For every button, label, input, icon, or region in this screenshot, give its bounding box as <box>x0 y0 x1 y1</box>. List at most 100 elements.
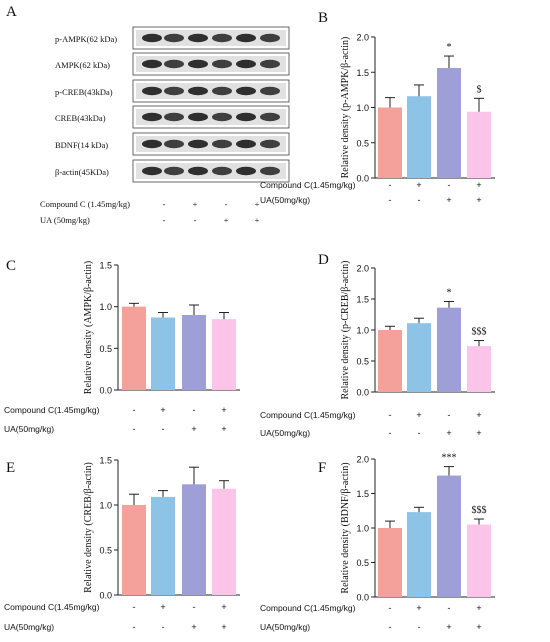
blot-band-row: BDNF(14 kDa) <box>55 132 290 156</box>
blot-band <box>188 166 208 176</box>
y-axis-label: Relative density (p-AMPK/β-actin) <box>340 37 351 179</box>
treatment-label: Compound C (1.45mg/kg) <box>40 199 130 209</box>
blot-band <box>142 59 162 69</box>
blot-panel: p-AMPK(62 kDa) AMPK(62 kDa) p-CREB(43kDa) C… <box>40 26 290 225</box>
treatment-sign: - <box>193 602 196 612</box>
blot-band-row: β-actin(45KDa) <box>55 159 290 183</box>
bar <box>437 68 461 178</box>
blot-band <box>236 139 256 149</box>
treatment-sign: + <box>191 622 196 632</box>
treatment-sign: - <box>133 405 136 415</box>
treatment-row-label: UA(50mg/kg) <box>4 622 54 632</box>
bar <box>407 96 431 178</box>
blot-band <box>164 139 184 149</box>
significance-label: $ <box>477 84 482 95</box>
blot-band <box>260 112 280 122</box>
blot-band <box>164 59 184 69</box>
y-tick-label: 0.0 <box>356 388 369 398</box>
panel-letter-b: B <box>318 10 328 26</box>
blot-treatment-row: Compound C (1.45mg/kg) - + - + <box>40 199 260 209</box>
blot-band <box>188 59 208 69</box>
treatment-sign: + <box>221 622 226 632</box>
treatment-sign: - <box>389 428 392 438</box>
treatment-sign: + <box>416 603 421 613</box>
treatment-sign: + <box>476 195 481 205</box>
treatment-sign: - <box>225 199 228 209</box>
bar-chart-b: 0.0 0.5 1.0 1.5 2.0 Relative density (p-AMPK/… <box>260 33 495 205</box>
blot-band <box>260 86 280 96</box>
significance-label: $$$ <box>472 327 487 338</box>
bar <box>378 528 402 597</box>
treatment-sign: + <box>191 424 196 434</box>
treatment-sign: + <box>446 195 451 205</box>
treatment-row-label: Compound C(1.45mg/kg) <box>260 180 356 190</box>
treatment-row-label: Compound C(1.45mg/kg) <box>4 405 100 415</box>
treatment-sign: + <box>416 180 421 190</box>
panel-letter-a: A <box>6 4 17 20</box>
bar <box>212 488 236 595</box>
panel-letter-e: E <box>6 460 15 476</box>
bar <box>378 107 402 178</box>
blot-band <box>142 166 162 176</box>
blot-band <box>260 59 280 69</box>
treatment-sign: - <box>418 195 421 205</box>
bar <box>151 496 175 595</box>
bar <box>467 346 491 392</box>
y-tick-label: 0.5 <box>99 344 112 354</box>
bar <box>182 484 206 595</box>
y-tick-label: 0.5 <box>356 138 369 148</box>
y-tick-label: 2.0 <box>356 455 369 465</box>
treatment-sign: - <box>194 215 197 225</box>
treatment-sign: + <box>446 428 451 438</box>
blot-band <box>260 33 280 43</box>
blot-band <box>236 166 256 176</box>
treatment-sign: + <box>416 410 421 420</box>
bar <box>437 475 461 597</box>
y-tick-label: 0.5 <box>356 357 369 367</box>
band-label: AMPK(62 kDa) <box>55 60 110 70</box>
treatment-sign: + <box>160 405 165 415</box>
treatment-sign: + <box>476 410 481 420</box>
blot-band <box>164 33 184 43</box>
treatment-sign: + <box>221 405 226 415</box>
blot-treatment-row: UA (50mg/kg) - - + + <box>40 215 260 225</box>
y-tick-label: 0.0 <box>356 174 369 184</box>
y-tick-label: 0.5 <box>99 546 112 556</box>
y-tick-label: 2.0 <box>356 33 369 43</box>
band-label: CREB(43kDa) <box>55 113 106 123</box>
blot-band <box>188 139 208 149</box>
blot-band <box>164 86 184 96</box>
y-tick-label: 0.0 <box>356 593 369 603</box>
significance-label: * <box>447 287 452 298</box>
treatment-sign: + <box>193 199 198 209</box>
bar <box>467 111 491 178</box>
band-label: BDNF(14 kDa) <box>55 140 108 150</box>
blot-band <box>212 33 232 43</box>
treatment-sign: + <box>221 424 226 434</box>
treatment-row-label: UA(50mg/kg) <box>260 622 310 632</box>
y-tick-label: 1.0 <box>356 524 369 534</box>
bar-chart-c: 0.0 0.5 1.0 1.5 Relative density (AMPK/β-act… <box>4 261 240 434</box>
y-tick-label: 0.5 <box>356 558 369 568</box>
treatment-sign: - <box>389 195 392 205</box>
y-axis-label: Relative density (BDNF/β-actin) <box>340 462 351 593</box>
treatment-sign: + <box>476 180 481 190</box>
band-label: p-CREB(43kDa) <box>55 87 113 97</box>
y-tick-label: 0.0 <box>99 591 112 601</box>
blot-band <box>212 86 232 96</box>
blot-band <box>212 166 232 176</box>
blot-band <box>212 59 232 69</box>
blot-band <box>236 33 256 43</box>
bar <box>151 317 175 390</box>
blot-band <box>236 112 256 122</box>
treatment-sign: - <box>448 180 451 190</box>
blot-band <box>212 112 232 122</box>
treatment-sign: - <box>389 410 392 420</box>
y-axis-label: Relative density (p-CREB/β-actin) <box>340 261 351 400</box>
treatment-sign: + <box>255 215 260 225</box>
panel-letter-c: C <box>6 258 16 274</box>
blot-band <box>142 112 162 122</box>
y-tick-label: 1.0 <box>99 501 112 511</box>
treatment-label: UA (50mg/kg) <box>40 215 90 225</box>
treatment-sign: - <box>133 602 136 612</box>
